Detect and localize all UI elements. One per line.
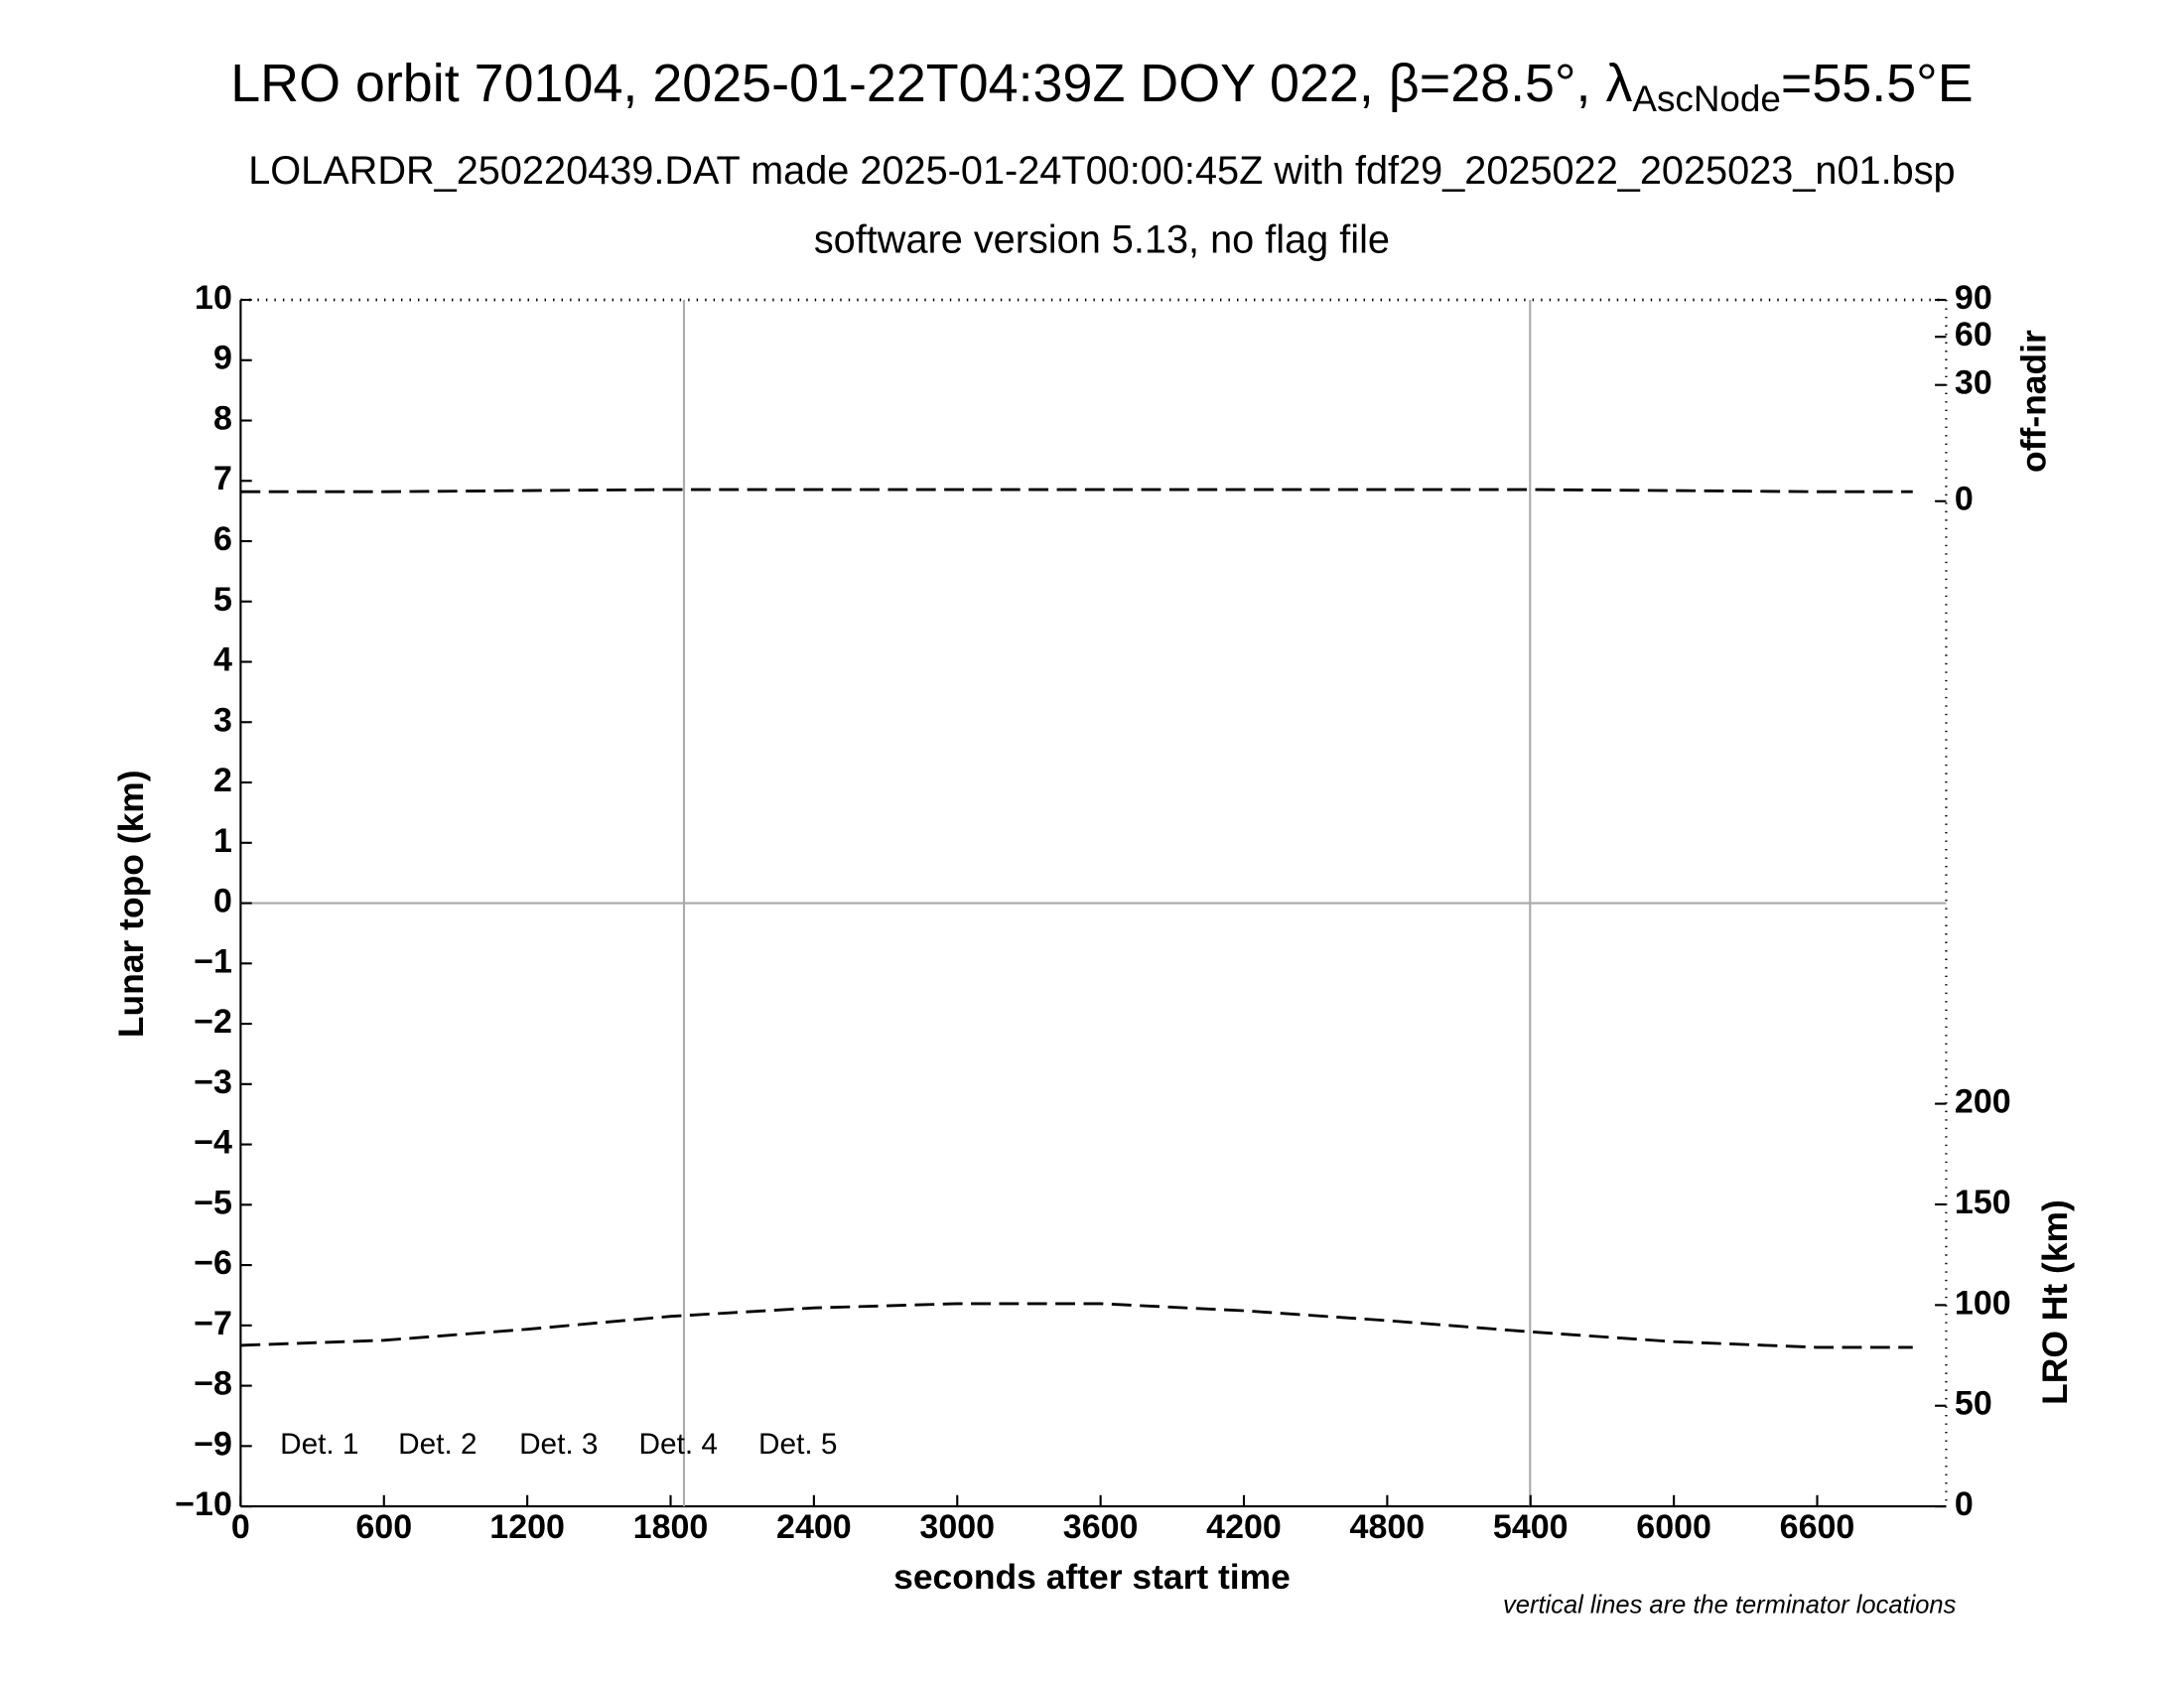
title-main: LRO orbit 70104, 2025-01-22T04:39Z DOY 0…: [230, 54, 1632, 113]
y2-axis-title: off-nadir: [2014, 330, 2054, 473]
subtitle: LOLARDR_250220439.DAT made 2025-01-24T00…: [248, 149, 1955, 193]
y-tick-label: −2: [194, 1003, 232, 1041]
y3-tick-label: 0: [1955, 1485, 1974, 1523]
legend-entry: Det. 4: [639, 1428, 718, 1461]
y3-axis-title: LRO Ht (km): [2035, 1199, 2075, 1405]
legend-entry: Det. 1: [280, 1428, 358, 1461]
y-axis-title: Lunar topo (km): [111, 770, 151, 1038]
y-tick-label: −1: [194, 942, 232, 980]
title-sub: AscNode: [1632, 78, 1780, 119]
y3-tick-label: 100: [1955, 1284, 2011, 1322]
legend-entry: Det. 3: [519, 1428, 598, 1461]
footnote: vertical lines are the terminator locati…: [1503, 1591, 1957, 1618]
x-tick-label: 3600: [1063, 1508, 1139, 1546]
x-tick-label: 3000: [919, 1508, 995, 1546]
x-tick-label: 2400: [776, 1508, 852, 1546]
x-tick-label: 6600: [1780, 1508, 1855, 1546]
y-tick-label: −9: [194, 1425, 232, 1463]
y-tick-label: −6: [194, 1244, 232, 1282]
y-tick-label: 6: [213, 520, 232, 558]
data-line: [240, 488, 1913, 493]
y-tick-label: 10: [195, 279, 232, 317]
y3-tick-label: 50: [1955, 1385, 1992, 1423]
y-tick-label: 9: [213, 340, 232, 377]
y-tick-label: −7: [194, 1305, 232, 1342]
x-tick-label: 5400: [1493, 1508, 1569, 1546]
y-tick-label: 8: [213, 399, 232, 437]
legend-entry: Det. 5: [758, 1428, 837, 1461]
y-tick-label: 3: [213, 701, 232, 739]
y2-tick-label: 90: [1955, 279, 1992, 317]
y-tick-label: 1: [213, 822, 232, 860]
y2-tick-label: 60: [1955, 316, 1992, 353]
subtitle2: software version 5.13, no flag file: [814, 217, 1390, 261]
y-tick-label: 4: [213, 641, 232, 679]
y2-tick-label: 30: [1955, 364, 1992, 402]
x-tick-label: 6000: [1636, 1508, 1711, 1546]
y3-tick-label: 200: [1955, 1083, 2011, 1121]
data-line: [240, 1302, 1913, 1349]
y2-tick-label: 0: [1955, 481, 1974, 518]
y-tick-label: −10: [175, 1485, 232, 1523]
x-tick-label: 4800: [1350, 1508, 1426, 1546]
y3-tick-label: 150: [1955, 1184, 2011, 1221]
y-tick-label: −4: [194, 1124, 232, 1162]
x-tick-label: 1800: [633, 1508, 709, 1546]
x-tick-label: 0: [231, 1508, 250, 1546]
x-tick-label: 1200: [489, 1508, 565, 1546]
chart-title: LRO orbit 70104, 2025-01-22T04:39Z DOY 0…: [230, 54, 1973, 119]
x-tick-label: 4200: [1206, 1508, 1282, 1546]
x-tick-label: 600: [355, 1508, 412, 1546]
legend-entry: Det. 2: [398, 1428, 477, 1461]
title-end: =55.5°E: [1781, 54, 1974, 113]
y-tick-label: 2: [213, 762, 232, 799]
y-tick-label: 5: [213, 581, 232, 619]
y-tick-label: 7: [213, 460, 232, 497]
x-axis-title: seconds after start time: [893, 1557, 1291, 1597]
y-tick-label: −5: [194, 1184, 232, 1221]
y-tick-label: 0: [213, 883, 232, 920]
y-tick-label: −3: [194, 1063, 232, 1101]
y-tick-label: −8: [194, 1365, 232, 1403]
